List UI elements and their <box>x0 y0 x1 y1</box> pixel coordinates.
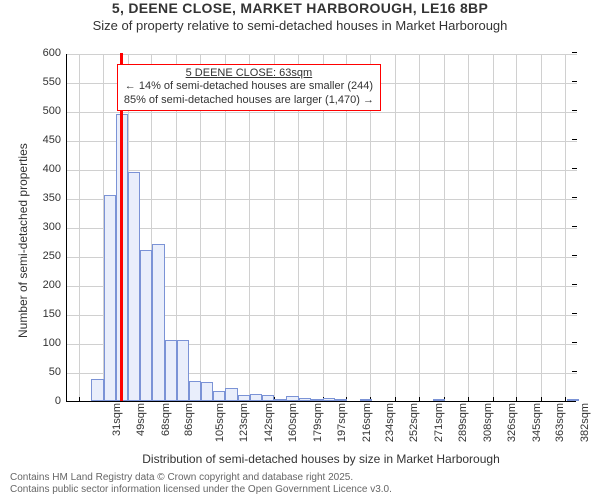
histogram-bar <box>140 250 152 401</box>
chart-footer: Contains HM Land Registry data © Crown c… <box>4 472 392 496</box>
histogram-bar <box>433 399 445 401</box>
x-tick-label: 123sqm <box>238 403 250 442</box>
x-tick-mark <box>468 397 469 402</box>
histogram-bar <box>323 398 335 401</box>
x-tick-label: 326sqm <box>506 403 518 442</box>
x-tick-mark <box>541 397 542 402</box>
y-tick-label: 50 <box>49 366 67 378</box>
x-tick-mark <box>79 397 80 402</box>
histogram-bar <box>177 340 189 401</box>
x-tick-label: 289sqm <box>457 403 469 442</box>
y-tick-mark <box>572 52 577 53</box>
x-tick-mark <box>493 397 494 402</box>
annotation-box: 5 DEENE CLOSE: 63sqm← 14% of semi-detach… <box>117 64 381 111</box>
gridline-v <box>565 54 566 402</box>
annotation-line: 5 DEENE CLOSE: 63sqm <box>124 67 374 81</box>
y-tick-label: 600 <box>43 47 67 59</box>
histogram-bar <box>286 396 298 401</box>
gridline-v <box>444 54 445 402</box>
x-tick-label: 49sqm <box>135 403 147 436</box>
y-tick-mark <box>572 139 577 140</box>
histogram-bar <box>311 399 323 401</box>
histogram-bar <box>213 391 225 401</box>
y-tick-label: 550 <box>43 76 67 88</box>
histogram-bar <box>165 340 177 401</box>
x-tick-label: 271sqm <box>433 403 445 442</box>
y-tick-label: 250 <box>43 250 67 262</box>
y-tick-mark <box>572 110 577 111</box>
y-tick-label: 100 <box>43 337 67 349</box>
y-tick-mark <box>572 342 577 343</box>
y-axis-label: Number of semi-detached properties <box>16 143 30 338</box>
histogram-bar <box>238 395 250 401</box>
y-tick-label: 450 <box>43 134 67 146</box>
y-tick-mark <box>572 168 577 169</box>
x-tick-label: 31sqm <box>111 403 123 436</box>
gridline-v <box>493 54 494 402</box>
histogram-bar <box>91 379 103 401</box>
y-tick-mark <box>572 81 577 82</box>
gridline-v <box>419 54 420 402</box>
y-tick-label: 350 <box>43 192 67 204</box>
histogram-bar <box>360 399 372 401</box>
histogram-bar <box>250 394 262 401</box>
annotation-line: 85% of semi-detached houses are larger (… <box>124 94 374 108</box>
footer-line-2: Contains public sector information licen… <box>10 484 392 496</box>
y-tick-label: 0 <box>55 395 67 407</box>
gridline-v <box>541 54 542 402</box>
chart-title: 5, DEENE CLOSE, MARKET HARBOROUGH, LE16 … <box>0 0 600 16</box>
chart-container: { "title": "5, DEENE CLOSE, MARKET HARBO… <box>0 0 600 500</box>
gridline-v <box>516 54 517 402</box>
x-tick-mark <box>395 397 396 402</box>
y-tick-mark <box>572 255 577 256</box>
y-tick-mark <box>572 284 577 285</box>
x-tick-label: 363sqm <box>555 403 567 442</box>
histogram-bar <box>225 388 237 401</box>
histogram-bar <box>262 395 274 401</box>
y-tick-mark <box>572 197 577 198</box>
x-tick-label: 197sqm <box>336 403 348 442</box>
gridline-v <box>395 54 396 402</box>
histogram-bar <box>152 244 164 401</box>
histogram-bar <box>274 399 286 401</box>
x-tick-mark <box>419 397 420 402</box>
plot-area: 05010015020025030035040045050055060031sq… <box>66 54 576 402</box>
gridline-v <box>468 54 469 402</box>
y-tick-label: 500 <box>43 105 67 117</box>
x-axis-label: Distribution of semi-detached houses by … <box>66 452 576 466</box>
histogram-bar <box>335 399 347 401</box>
y-tick-mark <box>572 313 577 314</box>
x-tick-label: 345sqm <box>531 403 543 442</box>
y-tick-mark <box>572 371 577 372</box>
x-tick-label: 216sqm <box>361 403 373 442</box>
x-tick-label: 160sqm <box>287 403 299 442</box>
x-tick-label: 179sqm <box>312 403 324 442</box>
x-tick-label: 86sqm <box>183 403 195 436</box>
x-tick-label: 105sqm <box>215 403 227 442</box>
y-tick-label: 150 <box>43 308 67 320</box>
histogram-bar <box>201 382 213 401</box>
y-tick-label: 200 <box>43 279 67 291</box>
x-tick-label: 252sqm <box>408 403 420 442</box>
histogram-bar <box>128 172 140 401</box>
y-tick-label: 300 <box>43 221 67 233</box>
annotation-line: ← 14% of semi-detached houses are smalle… <box>124 80 374 94</box>
x-tick-label: 234sqm <box>385 403 397 442</box>
footer-line-1: Contains HM Land Registry data © Crown c… <box>10 472 392 484</box>
histogram-bar <box>567 399 579 401</box>
x-tick-label: 308sqm <box>482 403 494 442</box>
histogram-bar <box>299 398 311 401</box>
x-tick-label: 142sqm <box>263 403 275 442</box>
chart-subtitle: Size of property relative to semi-detach… <box>0 18 600 33</box>
y-tick-mark <box>572 226 577 227</box>
gridline-v <box>79 54 80 402</box>
y-tick-label: 400 <box>43 163 67 175</box>
histogram-bar <box>104 195 116 401</box>
x-tick-label: 68sqm <box>160 403 172 436</box>
histogram-bar <box>189 381 201 401</box>
x-tick-label: 382sqm <box>580 403 592 442</box>
x-tick-mark <box>516 397 517 402</box>
